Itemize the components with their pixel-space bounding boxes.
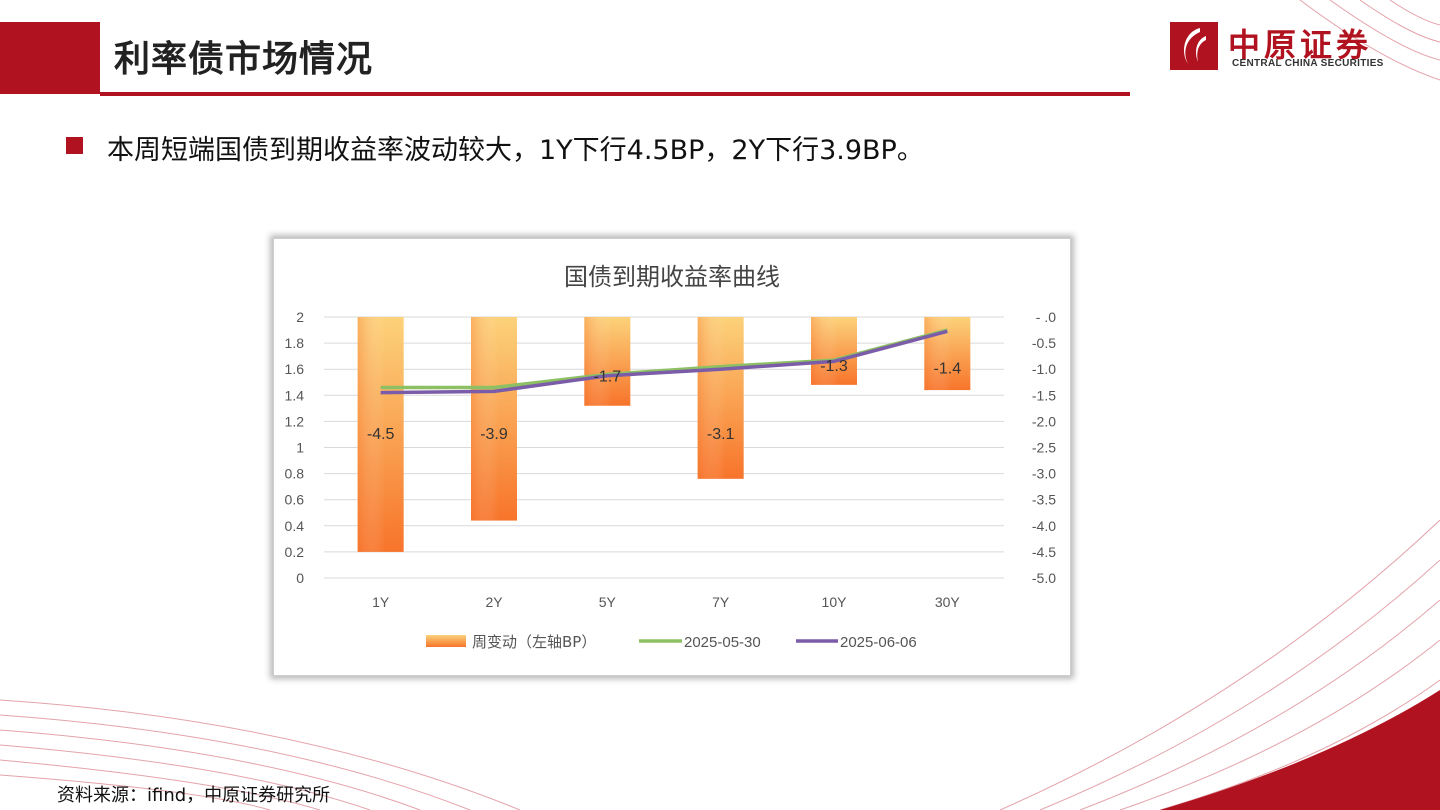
bar-shade-10Y xyxy=(811,317,857,385)
bar-data-label: -4.5 xyxy=(367,426,395,443)
legend-label: 2025-06-06 xyxy=(840,634,917,651)
right-axis-tick-label: -0.5 xyxy=(1032,335,1056,351)
left-axis-tick-label: 1.4 xyxy=(285,387,305,403)
bar-shade-2Y xyxy=(471,317,517,521)
title-accent-block xyxy=(0,22,100,94)
bar-data-label: -1.3 xyxy=(820,358,848,375)
line-2025-06-06 xyxy=(380,329,948,395)
x-axis-tick-label: 2Y xyxy=(485,594,503,610)
title-underline xyxy=(100,92,1130,96)
right-axis-tick-label: -3.5 xyxy=(1032,492,1056,508)
bar-data-label: -1.4 xyxy=(934,361,962,378)
source-note: 资料来源：ifind，中原证券研究所 xyxy=(57,785,331,806)
page-title: 利率债市场情况 xyxy=(114,39,374,80)
left-axis-tick-label: 0.4 xyxy=(285,518,305,534)
logo-chinese-text: 中原证券 xyxy=(1228,26,1373,64)
right-axis-tick-label: - .0 xyxy=(1036,309,1056,325)
bullet-square-icon xyxy=(66,137,83,154)
left-axis-tick-label: 1 xyxy=(296,440,304,456)
bar-data-label: -1.7 xyxy=(594,368,622,385)
legend-label: 2025-05-30 xyxy=(684,634,761,651)
logo-english-text: CENTRAL CHINA SECURITIES xyxy=(1232,58,1384,69)
bar-shade-30Y xyxy=(924,317,971,391)
chart-container: 国债到期收益率曲线 -4.5 -3.9 -1.7 -3.1 -1.3 -1.4 2 - .0… xyxy=(273,238,1071,676)
left-axis-tick-label: 1.8 xyxy=(285,335,305,351)
bar-shade-1Y xyxy=(357,317,404,552)
left-axis-tick-label: 0.8 xyxy=(285,466,305,482)
line-2025-05-30 xyxy=(380,328,948,390)
right-axis-tick-label: -4.5 xyxy=(1032,544,1056,560)
right-axis-tick-label: -2.0 xyxy=(1032,413,1056,429)
bar-shade-7Y xyxy=(697,317,744,479)
right-axis-tick-label: -2.5 xyxy=(1032,440,1056,456)
legend-bar-swatch xyxy=(426,635,466,647)
right-axis-tick-label: -1.5 xyxy=(1032,387,1056,403)
x-axis-tick-label: 5Y xyxy=(599,594,617,610)
bar-data-label: -3.1 xyxy=(707,426,735,443)
x-axis-tick-label: 7Y xyxy=(712,594,730,610)
left-axis-tick-label: 0 xyxy=(296,570,304,586)
chart-plot: -4.5 -3.9 -1.7 -3.1 -1.3 -1.4 2 - .0 1.8 -0.5 1.6… xyxy=(285,309,1057,651)
right-axis-tick-label: -4.0 xyxy=(1032,518,1056,534)
logo-mark-icon xyxy=(1170,22,1218,70)
x-axis-tick-label: 10Y xyxy=(822,594,848,610)
left-axis-tick-label: 1.6 xyxy=(285,361,305,377)
bullet-text: 本周短端国债到期收益率波动较大，1Y下行4.5BP，2Y下行3.9BP。 xyxy=(107,135,924,166)
left-axis-tick-label: 2 xyxy=(296,309,304,325)
left-axis-tick-label: 0.6 xyxy=(285,492,305,508)
left-axis-tick-label: 0.2 xyxy=(285,544,305,560)
left-axis-tick-label: 1.2 xyxy=(285,413,305,429)
bar-shade-5Y xyxy=(584,317,631,406)
right-axis-tick-label: -3.0 xyxy=(1032,466,1056,482)
legend-label: 周变动（左轴BP） xyxy=(472,633,596,651)
right-axis-tick-label: -1.0 xyxy=(1032,361,1056,377)
bar-data-label: -3.9 xyxy=(480,426,508,443)
company-logo: 中原证券 CENTRAL CHINA SECURITIES xyxy=(1170,20,1410,76)
x-axis-tick-label: 1Y xyxy=(372,594,390,610)
chart-title: 国债到期收益率曲线 xyxy=(564,263,780,291)
x-axis-tick-label: 30Y xyxy=(935,594,961,610)
right-axis-tick-label: -5.0 xyxy=(1032,570,1056,586)
